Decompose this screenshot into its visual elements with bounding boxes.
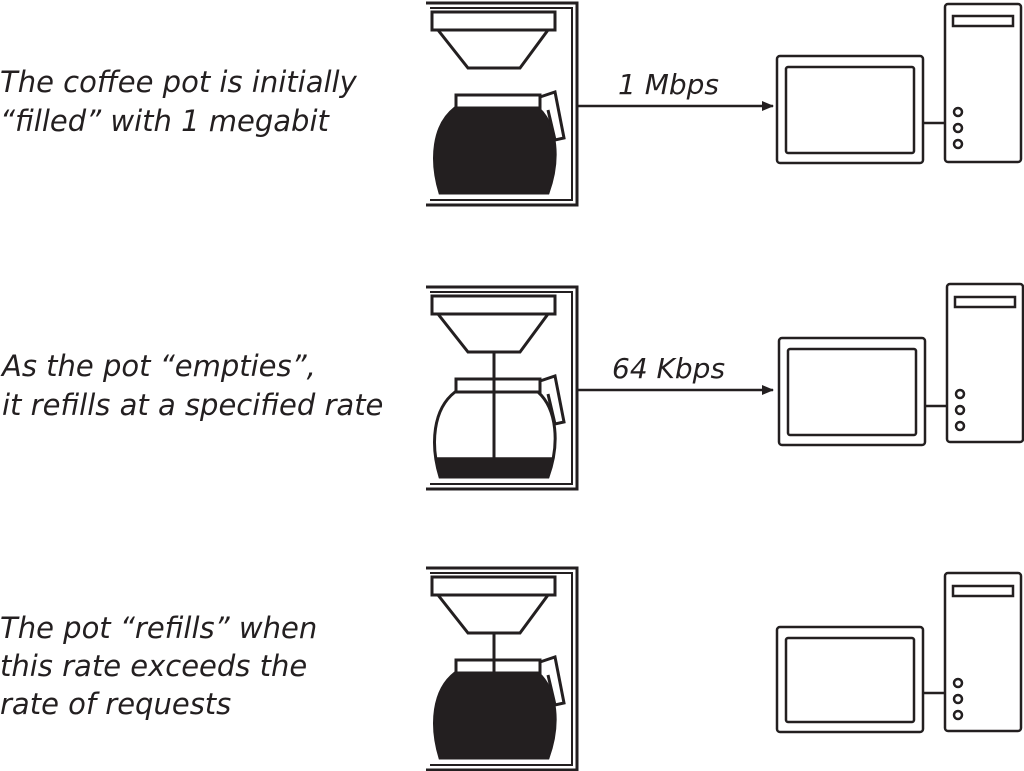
coffee-maker-icon [426,285,579,491]
coffee-maker-icon [426,566,579,771]
drive-bay [951,14,1015,28]
monitor [777,336,927,447]
rate-label: 64 Kbps [612,352,725,385]
scene-1-caption: The coffee pot is initially “filled” wit… [0,65,366,138]
scene-3: The pot “refills” when this rate exceeds… [0,566,1023,771]
drive-bay [953,295,1017,309]
monitor-screen [784,65,916,155]
drive-bay [951,584,1015,598]
computer-icon [775,2,1023,165]
monitor-screen [786,347,918,437]
filter-basket-rim [430,10,557,32]
monitor [775,625,925,734]
coffee-maker-frame [426,566,579,771]
scene-2-caption-line-1: As the pot “empties”, [0,349,316,383]
scene-2-caption-line-2: it refills at a specified rate [2,388,383,422]
scene-3-caption-line-3: rate of requests [0,687,231,721]
scene-3-caption: The pot “refills” when this rate exceeds… [0,611,326,721]
scene-1: The coffee pot is initially “filled” wit… [0,1,1023,207]
coffee-level [434,108,556,193]
filter-basket [434,28,551,70]
scene-2-caption: As the pot “empties”, it refills at a sp… [0,349,383,422]
computer-icon [775,571,1023,734]
carafe-icon [433,655,566,760]
filter-basket-rim [430,294,557,316]
scene-3-caption-line-2: this rate exceeds the [0,649,307,683]
monitor [775,54,925,165]
coffee-maker-frame [426,1,579,207]
filter-basket-rim [430,575,557,597]
rate-label: 1 Mbps [618,68,719,101]
scene-1-caption-line-1: The coffee pot is initially [0,65,358,99]
coffee-maker-icon [426,1,579,207]
scene-3-caption-line-1: The pot “refills” when [0,611,317,645]
scene-2: As the pot “empties”, it refills at a sp… [0,282,1024,491]
coffee-maker-frame [426,285,579,491]
scene-1-caption-line-2: “filled” with 1 megabit [0,104,331,138]
computer-icon [777,282,1024,447]
tower-case [945,282,1024,444]
tower-case [943,571,1023,733]
carafe-icon [433,374,566,479]
coffee-level [434,673,556,758]
coffee-level [434,457,556,477]
filter-basket [434,312,551,354]
monitor-screen [784,636,916,724]
carafe-icon [433,90,566,195]
tower-case [943,2,1023,164]
filter-basket [434,593,551,635]
